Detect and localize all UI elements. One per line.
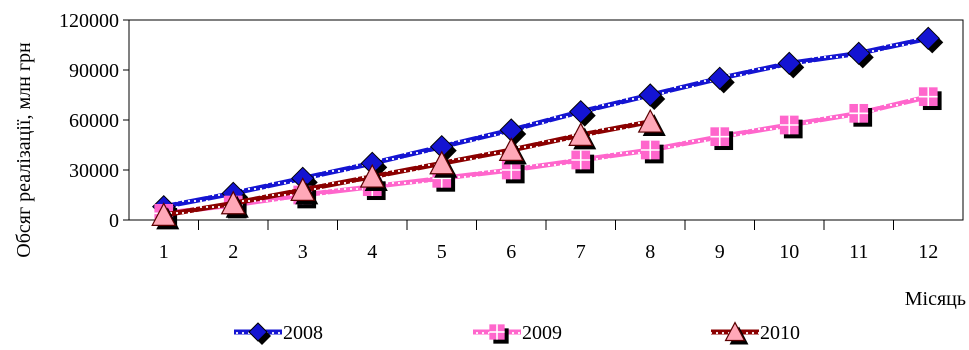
legend-label: 2009 (522, 322, 562, 344)
series-2008 (152, 26, 944, 222)
series-layer (151, 26, 944, 230)
legend-item-2010: 2010 (711, 321, 800, 345)
marker-body (638, 83, 662, 107)
data-point-2008-10 (777, 51, 805, 79)
data-point-2008-8 (638, 83, 666, 110)
x-tick-label: 3 (298, 241, 308, 263)
data-point-2010-2 (220, 190, 249, 218)
series-2010 (151, 108, 666, 230)
legend-label: 2008 (283, 322, 323, 344)
legend: 2008 2009 2010 (234, 321, 800, 345)
data-point-2010-4 (359, 163, 388, 192)
legend-marker (724, 321, 749, 345)
marker-body (777, 51, 801, 76)
marker-body (708, 66, 732, 91)
legend-item-2009: 2009 (473, 322, 562, 344)
x-tick-label: 8 (645, 241, 655, 263)
x-tick-label: 9 (715, 241, 725, 263)
x-tick-label: 6 (506, 241, 516, 263)
data-point-2009-10 (779, 115, 803, 139)
x-tick-label: 10 (779, 241, 799, 263)
data-point-2010-1 (151, 202, 180, 230)
marker-body (637, 108, 663, 133)
data-point-2009-11 (849, 103, 873, 127)
data-point-2008-7 (569, 99, 596, 127)
data-point-2008-6 (499, 118, 527, 145)
x-tick-label: 5 (437, 241, 447, 263)
marker-body (359, 163, 385, 188)
marker-body (290, 177, 316, 201)
data-point-2010-8 (637, 108, 666, 137)
data-point-2010-7 (568, 122, 597, 150)
legend-label: 2010 (760, 322, 800, 344)
y-tick-label: 30000 (69, 160, 119, 182)
data-point-2009-12 (918, 87, 942, 111)
series-line-2010 (163, 119, 651, 218)
marker-body (847, 41, 871, 66)
y-tick-label: 90000 (69, 60, 119, 82)
legend-marker (489, 324, 509, 344)
axis-labels: Обсяг реалізації, млн грн Місяць (13, 42, 966, 310)
marker-body (724, 321, 746, 342)
x-tick-label: 11 (849, 241, 868, 263)
x-tick-label: 4 (367, 241, 377, 263)
x-axis-title: Місяць (905, 288, 966, 310)
data-point-2009-6 (501, 160, 525, 184)
x-tick-label: 1 (159, 241, 169, 263)
marker-body (429, 150, 455, 175)
data-point-2010-3 (290, 177, 319, 205)
x-tick-label: 12 (918, 241, 938, 263)
series-line-2008 (163, 35, 929, 210)
legend-marker (248, 322, 271, 345)
y-tick-label: 60000 (69, 110, 119, 132)
y-tick-label: 120000 (59, 10, 119, 32)
x-tick-label: 7 (576, 241, 586, 263)
marker-body (568, 122, 594, 146)
data-point-2009-8 (640, 140, 664, 164)
marker-body (498, 137, 524, 161)
series-2009 (154, 87, 942, 227)
x-tick-label: 2 (228, 241, 238, 263)
legend-item-2008: 2008 (234, 322, 323, 345)
marker-body (151, 202, 177, 226)
data-point-2008-12 (916, 26, 944, 54)
data-point-2008-11 (847, 41, 874, 69)
data-point-2010-6 (498, 137, 527, 165)
data-point-2009-9 (710, 127, 734, 151)
y-tick-label: 0 (109, 210, 119, 232)
data-point-2008-9 (708, 66, 735, 94)
marker-body (248, 322, 268, 342)
data-point-2009-7 (571, 150, 595, 174)
marker-body (220, 190, 246, 215)
y-axis-title: Обсяг реалізації, млн грн (13, 42, 35, 258)
data-point-2010-5 (429, 150, 458, 178)
marker-body (916, 26, 940, 51)
